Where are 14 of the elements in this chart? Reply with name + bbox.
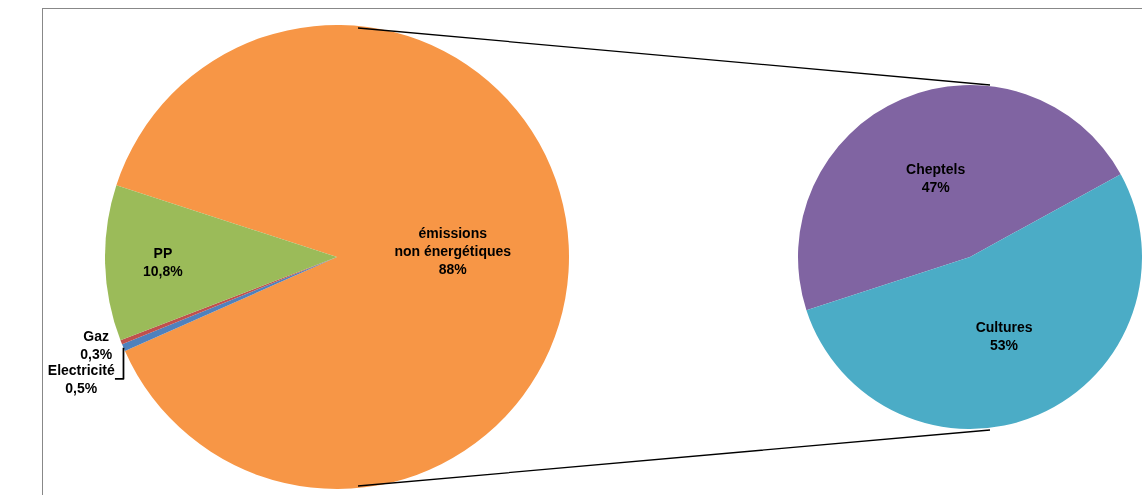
data-label: 10,8% [143, 262, 184, 279]
data-label: 0,3% [80, 345, 113, 362]
slice-label: Gaz [83, 327, 110, 344]
data-label: 53% [990, 337, 1019, 354]
pie-slice [116, 25, 569, 489]
slice-label: PP [153, 244, 173, 261]
slice-label: Cultures [975, 318, 1033, 335]
pie-slice [798, 85, 1121, 311]
slice-label: émissions non énergétiques [394, 224, 512, 259]
slice-label: Electricité [47, 361, 115, 378]
data-label: 88% [438, 261, 468, 278]
data-label: 47% [921, 179, 951, 195]
data-label: 0,5% [65, 379, 98, 396]
slice-label: Cheptels [906, 160, 966, 177]
